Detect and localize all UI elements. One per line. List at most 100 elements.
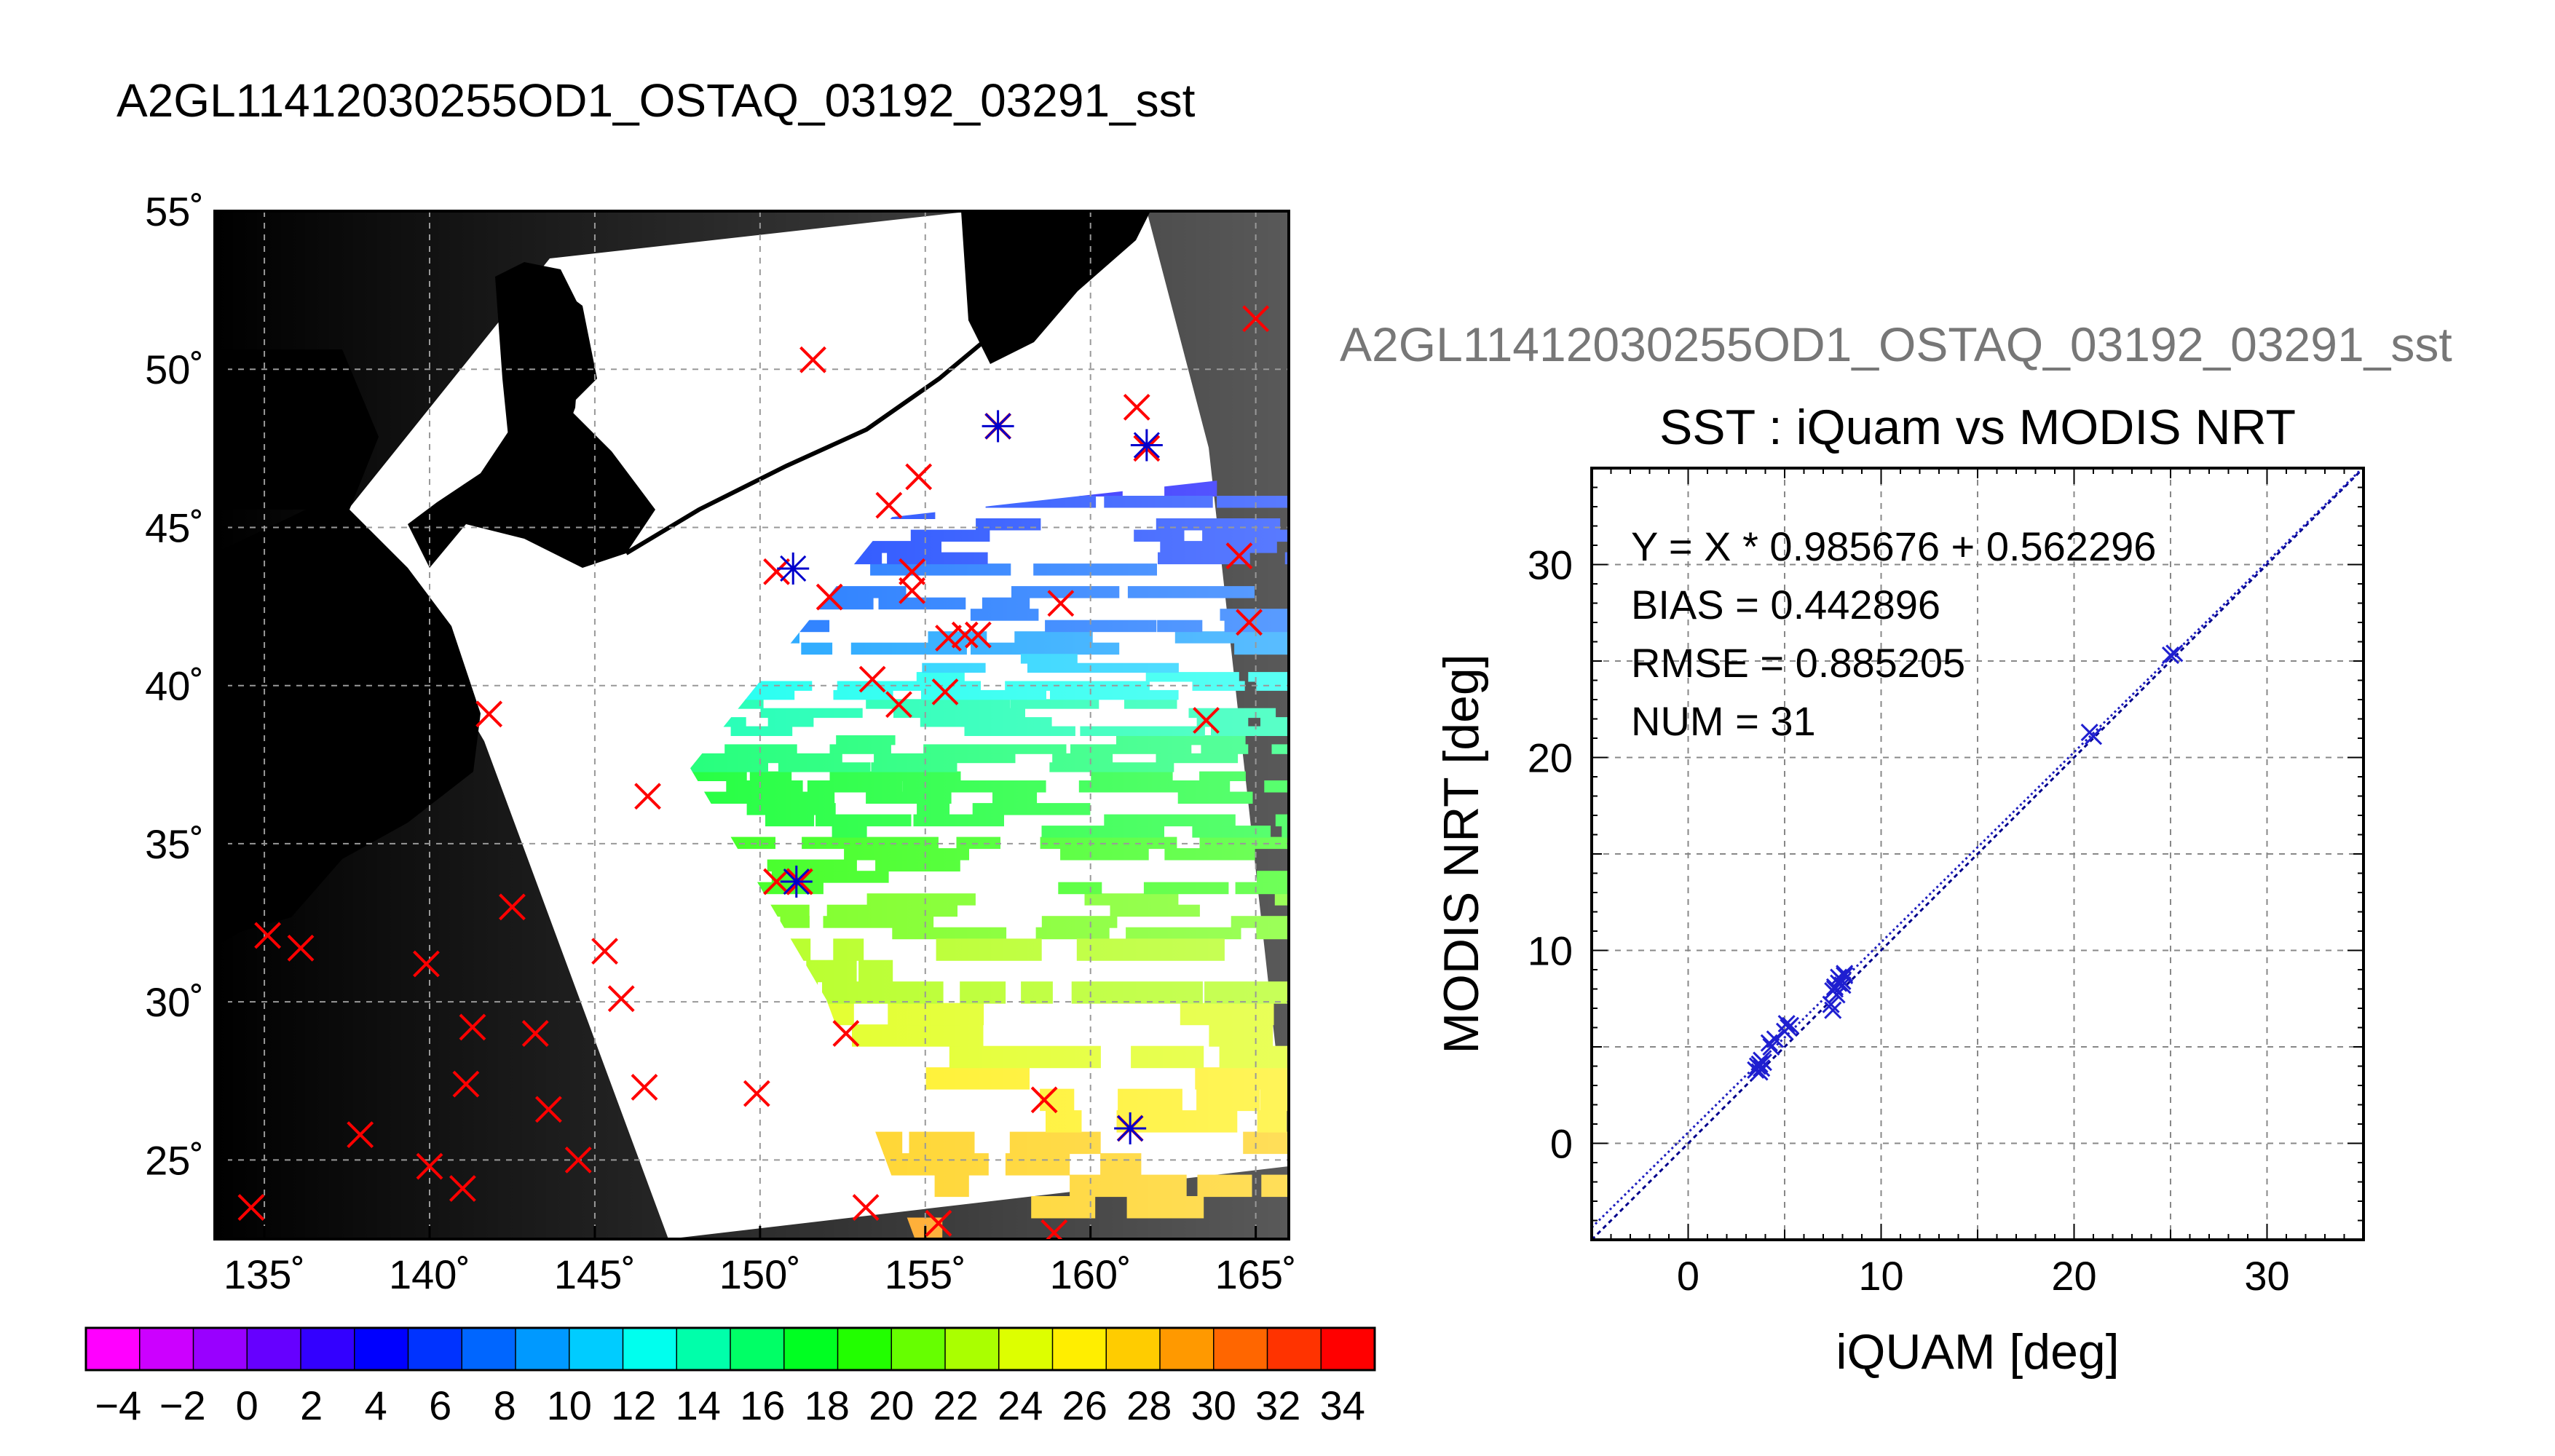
colorbar-cell (139, 1327, 194, 1371)
scatter-point (1753, 1051, 1771, 1069)
in-situ-marker (564, 1146, 592, 1174)
scatter-figure-title: A2GL11412030255OD1_OSTAQ_03192_03291_sst (1340, 317, 2452, 371)
in-situ-marker (951, 621, 979, 649)
in-situ-marker (449, 1175, 476, 1202)
in-situ-markers (237, 305, 1270, 1239)
sst-map: 135˚ 140˚ 145˚ 150˚ 155˚ 160˚ 165˚ 25˚ 30˚ 35˚ 40˚… (145, 189, 1408, 1297)
colorbar: −4 −2 0 2 4 6 8 10 12 14 16 18 20 22 24 26 28 30 32 34 (84, 1326, 1376, 1428)
map-ytick-label: 30˚ (145, 979, 204, 1025)
scatter-point (2084, 727, 2103, 745)
sst-patch (1292, 586, 1365, 598)
colorbar-label: 22 (933, 1382, 979, 1428)
colorbar-cell (85, 1327, 141, 1371)
fit-line (1592, 468, 2364, 1229)
scatter-xlabel: iQUAM [deg] (1836, 1324, 2119, 1380)
colorbar-cell (1320, 1327, 1376, 1371)
in-situ-marker (885, 691, 912, 719)
in-situ-marker (875, 491, 903, 519)
colorbar-label: 10 (547, 1382, 592, 1428)
in-situ-marker (743, 1080, 770, 1107)
scatter-stat-line: Y = X * 0.985676 + 0.562296 (1631, 523, 2156, 569)
map-tick-labels: 135˚ 140˚ 145˚ 150˚ 155˚ 160˚ 165˚ 25˚ 30˚ 35˚ 40˚… (145, 189, 1297, 1297)
scatter-point (2165, 644, 2184, 662)
scatter-point (2161, 646, 2180, 665)
colorbar-cell (1159, 1327, 1215, 1371)
colorbar-cell (1051, 1327, 1107, 1371)
scatter-ytick-label: 10 (1528, 928, 1573, 974)
in-situ-marker (799, 346, 826, 373)
scatter-ticks: 0 10 20 30 0 10 20 30 (1528, 467, 2364, 1299)
colorbar-cell (998, 1327, 1054, 1371)
colorbar-cell (1213, 1327, 1268, 1371)
colorbar-cell (622, 1327, 678, 1371)
scatter-point (1750, 1063, 1769, 1081)
in-situ-marker (931, 678, 959, 705)
in-situ-marker (459, 1013, 486, 1041)
colorbar-cell (461, 1327, 517, 1371)
in-situ-marker (905, 463, 933, 491)
map-ytick-label: 50˚ (145, 347, 204, 392)
in-situ-marker (858, 665, 886, 693)
colorbar-cell (944, 1327, 1000, 1371)
scatter-points (1747, 644, 2184, 1081)
colorbar-cell (407, 1327, 463, 1371)
scatter-point (1822, 995, 1840, 1013)
scatter-point (1766, 1030, 1784, 1048)
in-situ-marker (347, 1121, 374, 1149)
sst-patch (1295, 1003, 1408, 1026)
map-ytick-label: 45˚ (145, 505, 204, 550)
map-ytick-label: 25˚ (145, 1137, 204, 1183)
in-situ-marker (964, 621, 992, 649)
colorbar-label: 16 (740, 1382, 785, 1428)
sst-patch (1289, 462, 1369, 480)
map-xtick-label: 165˚ (1215, 1251, 1297, 1297)
in-situ-marker (852, 1194, 880, 1221)
scatter-stat-line: BIAS = 0.442896 (1631, 582, 1940, 628)
scatter-grid (1592, 468, 2364, 1240)
in-situ-marker (1123, 393, 1150, 421)
map-xtick-label: 160˚ (1050, 1251, 1132, 1297)
colorbar-label: 0 (236, 1382, 258, 1428)
scatter-ytick-label: 0 (1550, 1121, 1573, 1167)
colorbar-cell (300, 1327, 355, 1371)
colorbar-label: 24 (998, 1382, 1043, 1428)
map-ytick-label: 40˚ (145, 663, 204, 709)
in-situ-marker (832, 1020, 860, 1048)
scatter-point (1836, 966, 1854, 985)
land-kamchatka (961, 211, 1150, 364)
colorbar-cell (837, 1327, 893, 1371)
scatter-point (1828, 986, 1846, 1004)
scatter-ylabel: MODIS NRT [deg] (1434, 654, 1489, 1053)
in-situ-marker (1030, 1086, 1058, 1114)
in-situ-marker (1193, 707, 1220, 734)
sst-patch (1287, 735, 1330, 745)
map-xtick-label: 135˚ (224, 1251, 305, 1297)
colorbar-cell (676, 1327, 732, 1371)
colorbar-label: 4 (365, 1382, 387, 1428)
colorbar-cell (569, 1327, 624, 1371)
in-situ-marker (287, 934, 315, 962)
sst-patch (1296, 1024, 1351, 1047)
scatter-xtick-label: 0 (1677, 1253, 1699, 1299)
in-situ-marker (1242, 305, 1270, 333)
in-situ-marker (1047, 590, 1075, 617)
colorbar-cell (515, 1327, 570, 1371)
colorbar-cell (783, 1327, 839, 1371)
identity-line (1592, 468, 2364, 1240)
colorbar-label: 32 (1255, 1382, 1300, 1428)
in-situ-marker (935, 625, 962, 652)
scatter-point (1824, 1001, 1842, 1019)
colorbar-label: 30 (1191, 1382, 1236, 1428)
scatter-point (1753, 1059, 1771, 1077)
colorbar-label: 28 (1126, 1382, 1172, 1428)
colorbar-frame (84, 1326, 1376, 1372)
map-xtick-label: 155˚ (885, 1251, 966, 1297)
in-situ-marker (499, 893, 526, 921)
colorbar-cell (1266, 1327, 1322, 1371)
scatter-point (1750, 1055, 1769, 1073)
map-xtick-label: 150˚ (719, 1251, 801, 1297)
colorbar-label: −2 (159, 1382, 206, 1428)
in-situ-marker (1046, 1219, 1068, 1239)
map-ytick-label: 55˚ (145, 189, 204, 234)
